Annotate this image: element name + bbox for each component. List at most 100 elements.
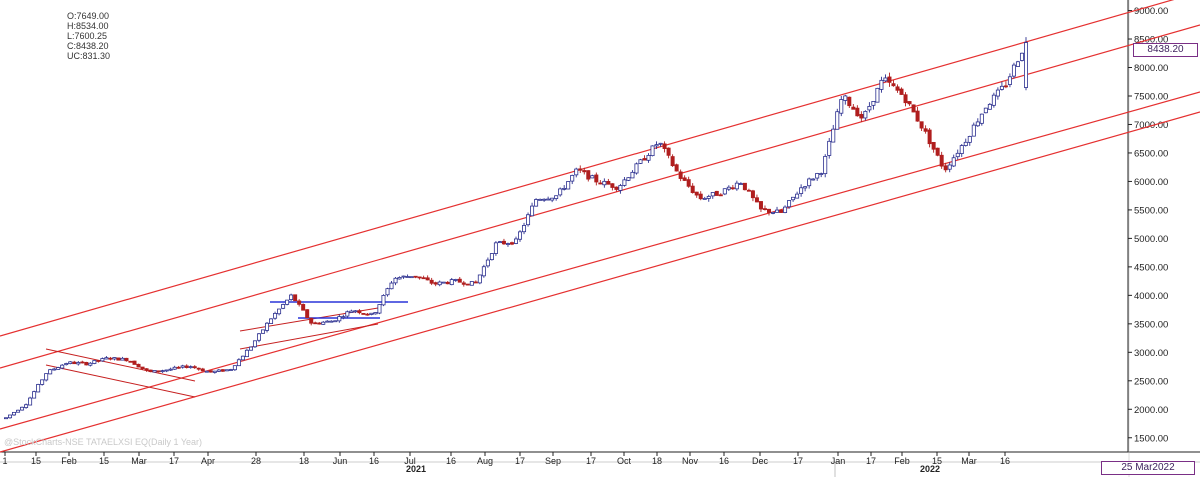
candle-body	[465, 283, 470, 286]
candle-body	[911, 104, 916, 113]
candle-body	[943, 165, 948, 171]
candle-body	[586, 170, 591, 180]
candle-body	[481, 266, 486, 277]
candle-body	[931, 141, 936, 150]
candle-body	[112, 357, 117, 360]
candle-body	[429, 279, 434, 284]
candle-body	[995, 89, 1000, 97]
candle-body	[879, 79, 884, 90]
candle-body	[357, 310, 362, 314]
y-tick-label: 2500.00	[1134, 376, 1168, 387]
candle-body	[8, 414, 13, 419]
candle-body	[373, 312, 378, 315]
candle-body	[52, 368, 57, 371]
candle-body	[176, 366, 181, 369]
candle-body	[1007, 76, 1012, 85]
x-tick-label: Nov	[682, 456, 699, 466]
candle-body	[678, 171, 683, 179]
candle-body	[216, 369, 221, 372]
candle-body	[369, 312, 374, 315]
candle-body	[951, 157, 956, 167]
candle-body	[273, 313, 278, 319]
x-tick-label: Apr	[201, 456, 215, 466]
candle-body	[658, 142, 663, 145]
candle-body	[863, 110, 868, 119]
candle-body	[441, 281, 446, 284]
candle-body	[883, 77, 888, 82]
y-tick-label: 1500.00	[1134, 433, 1168, 444]
candle-body	[835, 111, 840, 130]
candle-body	[180, 365, 185, 368]
candle-body	[710, 192, 715, 197]
candle-body	[871, 100, 876, 106]
candle-body	[598, 182, 603, 185]
candle-body	[48, 369, 53, 375]
candle-body	[353, 310, 358, 313]
x-tick-label: 15	[31, 456, 41, 466]
candle-body	[261, 329, 266, 334]
candle-body	[823, 156, 828, 175]
candle-body	[518, 231, 523, 240]
candle-body	[96, 360, 101, 362]
candle-body	[935, 147, 940, 156]
candle-body	[108, 357, 113, 360]
candle-body	[646, 155, 651, 161]
candle-body	[4, 417, 9, 420]
y-tick-label: 8000.00	[1134, 63, 1168, 74]
candle-body	[68, 361, 73, 364]
candle-body	[827, 140, 832, 156]
candle-body	[626, 177, 631, 181]
candle-body	[991, 94, 996, 106]
y-tick-label: 9000.00	[1134, 6, 1168, 17]
candle-body	[787, 200, 792, 208]
candle-body	[469, 281, 474, 286]
candle-body	[654, 144, 659, 147]
candle-body	[534, 199, 539, 207]
candle-body	[457, 278, 462, 283]
candle-body	[963, 141, 968, 146]
candle-body	[240, 355, 245, 361]
candle-body	[333, 320, 338, 323]
candle-body	[148, 369, 153, 373]
candle-body	[570, 174, 575, 182]
candle-body	[666, 147, 671, 156]
candle-body	[542, 198, 547, 201]
y-tick-label: 5500.00	[1134, 205, 1168, 216]
candle-body	[642, 158, 647, 161]
candle-body	[461, 282, 466, 285]
chart-watermark: @StockCharts-NSE TATAELXSI EQ(Daily 1 Ye…	[4, 437, 203, 447]
y-tick-label: 3000.00	[1134, 348, 1168, 359]
candle-body	[188, 366, 193, 369]
candle-body	[236, 359, 241, 367]
candle-body	[750, 190, 755, 199]
candle-body	[610, 183, 615, 188]
change-value: UC:831.30	[67, 51, 111, 61]
candle-body	[1003, 85, 1008, 88]
candle-body	[12, 411, 17, 416]
candle-body	[44, 373, 49, 381]
x-tick-label: 16	[719, 456, 729, 466]
candle-body	[405, 276, 410, 278]
candle-body	[220, 369, 225, 372]
candle-body	[32, 391, 37, 399]
candle-body	[602, 180, 607, 186]
candle-body	[574, 168, 579, 176]
candle-body	[365, 313, 370, 316]
candle-body	[630, 171, 635, 179]
candle-body	[758, 201, 763, 210]
candle-body	[168, 368, 173, 371]
candle-body	[538, 198, 543, 201]
candle-body	[385, 288, 390, 296]
candle-body	[686, 179, 691, 187]
candle-body	[983, 107, 988, 114]
candle-body	[967, 136, 972, 143]
x-tick-label: 17	[793, 456, 803, 466]
candle-body	[381, 295, 386, 306]
x-tick-label: 17	[515, 456, 525, 466]
candle-body	[297, 300, 302, 305]
candle-body	[975, 121, 980, 127]
candle-body	[152, 370, 157, 373]
x-tick-label: 17	[586, 456, 596, 466]
candle-body	[144, 368, 149, 371]
candle-body	[256, 333, 261, 341]
